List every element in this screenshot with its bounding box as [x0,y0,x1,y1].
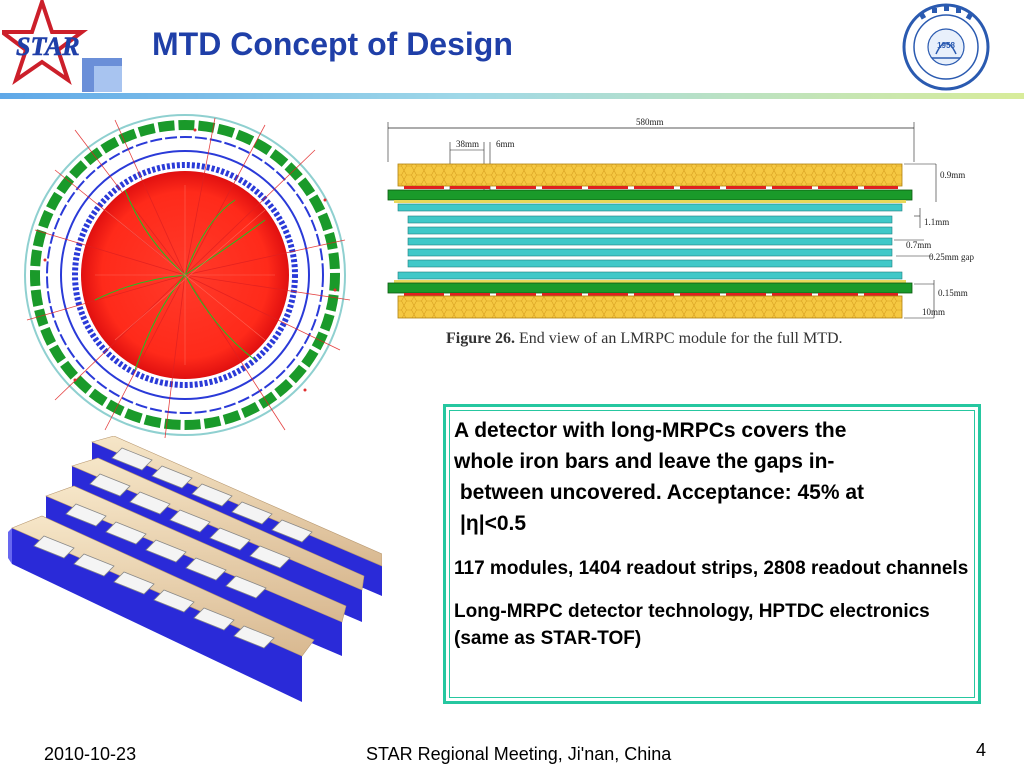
star-logo: STAR [2,0,122,92]
slide-page-number: 4 [976,740,987,760]
modules-count-text: 117 modules, 1404 readout strips, 2808 r… [454,558,969,579]
seal-year: 1958 [937,41,955,50]
dim-label-1: 0.9mm [940,170,965,180]
footer-date: 2010-10-23 [44,744,137,764]
dim-label-6: 10mm [922,307,945,317]
total-width-label: 580mm [636,117,664,127]
technology-text: Long-MRPC detector technology, HPTDC ele… [454,601,930,649]
acceptance-line-1: A detector with long-MRPCs covers the [454,419,847,442]
figure-caption-label: Figure 26. [446,330,516,347]
mtd-modules-3d-render [8,436,382,702]
dim-label-4: 0.25mm gap [929,252,974,262]
dim-label-3: 0.7mm [906,240,931,250]
summary-text-box: A detector with long-MRPCs covers the wh… [443,404,981,704]
university-seal-logo: 1958 [902,3,990,91]
pad-gap-label: 6mm [496,139,515,149]
slide-title: MTD Concept of Design [152,26,513,62]
dim-label-5: 0.15mm [938,288,968,298]
summary-text-box-inner: A detector with long-MRPCs covers the wh… [449,410,975,698]
star-logo-text: STAR [16,32,80,61]
header-rule [0,93,1024,99]
figure-caption-text: End view of an LMRPC module for the full… [519,330,843,347]
acceptance-line-2: whole iron bars and leave the gaps in- [454,450,835,473]
footer-meeting-name: STAR Regional Meeting, Ji'nan, China [366,744,672,764]
dim-label-2: 1.1mm [924,217,949,227]
acceptance-line-4: |η|<0.5 [460,512,527,535]
collision-event-display [24,114,351,439]
lmrpc-module-diagram: 580mm 38mm 6mm [387,117,974,319]
acceptance-line-3: between uncovered. Acceptance: 45% at [454,481,865,504]
pad-width-label: 38mm [456,139,479,149]
figure-caption: Figure 26. End view of an LMRPC module f… [446,330,843,348]
